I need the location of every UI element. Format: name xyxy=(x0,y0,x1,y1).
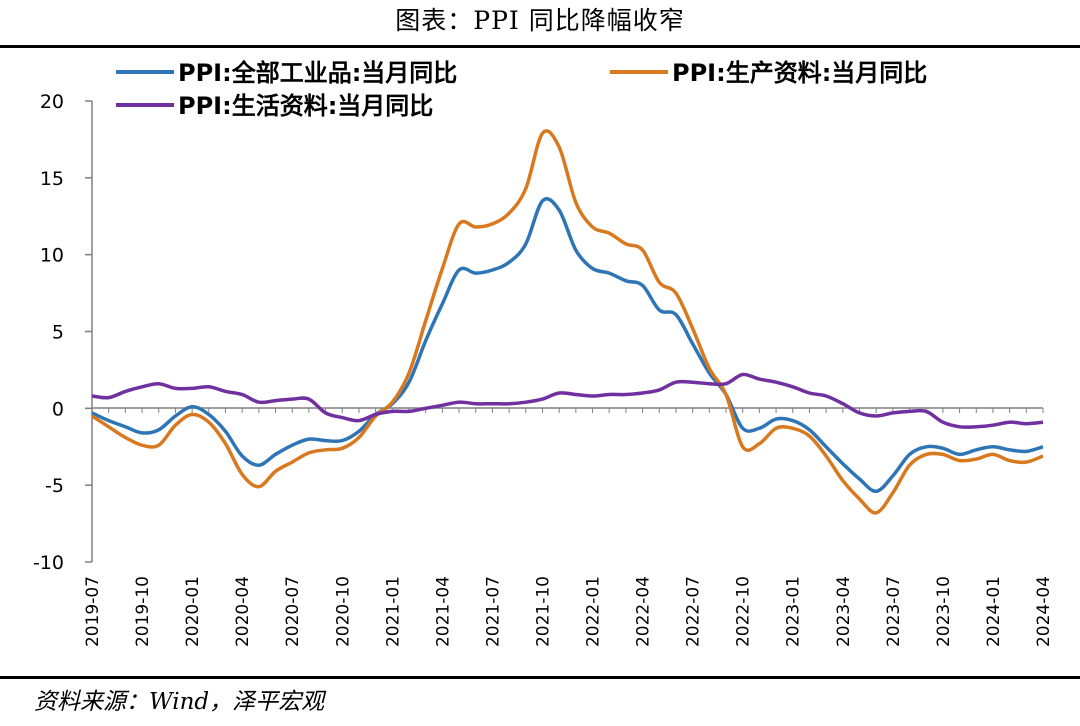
ppi-line-chart: PPI:全部工业品:当月同比 PPI:生产资料:当月同比 PPI:生活资料:当月同比… xyxy=(33,59,1054,647)
x-tick-label: 2020-07 xyxy=(283,576,303,647)
x-tick-label: 2023-07 xyxy=(884,576,904,647)
y-tick-label: 15 xyxy=(40,168,64,190)
y-tick-label: -5 xyxy=(45,475,64,497)
chart-legend: PPI:全部工业品:当月同比 PPI:生产资料:当月同比 PPI:生活资料:当月同比 xyxy=(116,59,927,120)
x-tick-label: 2023-04 xyxy=(834,576,854,647)
y-tick-label: 5 xyxy=(52,322,64,344)
x-tick-label: 2021-01 xyxy=(383,576,403,647)
series-line-1 xyxy=(91,197,1044,494)
legend-label-3: PPI:生活资料:当月同比 xyxy=(178,92,433,120)
x-tick-label: 2020-10 xyxy=(333,576,353,647)
x-tick-label: 2022-10 xyxy=(734,576,754,647)
x-tick-label: 2022-04 xyxy=(634,576,654,647)
y-tick-label: 10 xyxy=(40,245,64,267)
x-tick-label: 2020-04 xyxy=(233,576,253,647)
y-tick-label: 0 xyxy=(52,398,64,420)
x-tick-label: 2021-07 xyxy=(483,576,503,647)
top-rule xyxy=(0,45,1080,48)
x-tick-label: 2020-01 xyxy=(183,576,203,647)
series-line-3 xyxy=(91,372,1044,429)
x-axis: 2019-07 2019-10 2020-01 2020-04 2020-07 2020-… xyxy=(83,407,1054,647)
legend-label-2: PPI:生产资料:当月同比 xyxy=(672,59,927,87)
series-line-2 xyxy=(91,129,1044,515)
legend-label-1: PPI:全部工业品:当月同比 xyxy=(178,59,457,87)
y-axis: 20 15 10 5 0 -5 -10 xyxy=(33,91,93,574)
bottom-rule xyxy=(0,676,1080,679)
x-tick-label: 2022-01 xyxy=(584,576,604,647)
y-tick-label: 20 xyxy=(40,91,64,113)
x-tick-label: 2019-07 xyxy=(83,576,103,647)
source-note: 资料来源：Wind，泽平宏观 xyxy=(34,689,325,715)
x-tick-label: 2023-10 xyxy=(934,576,954,647)
x-tick-label: 2024-01 xyxy=(984,576,1004,647)
x-tick-label: 2024-04 xyxy=(1034,576,1054,647)
x-tick-label: 2022-07 xyxy=(684,576,704,647)
y-tick-label: -10 xyxy=(33,552,64,574)
x-tick-label: 2021-10 xyxy=(533,576,553,647)
chart-title: 图表：PPI 同比降幅收窄 xyxy=(395,6,685,35)
x-tick-label: 2021-04 xyxy=(433,576,453,647)
series-lines xyxy=(91,129,1044,515)
x-tick-label: 2023-01 xyxy=(784,576,804,647)
x-tick-label: 2019-10 xyxy=(133,576,153,647)
